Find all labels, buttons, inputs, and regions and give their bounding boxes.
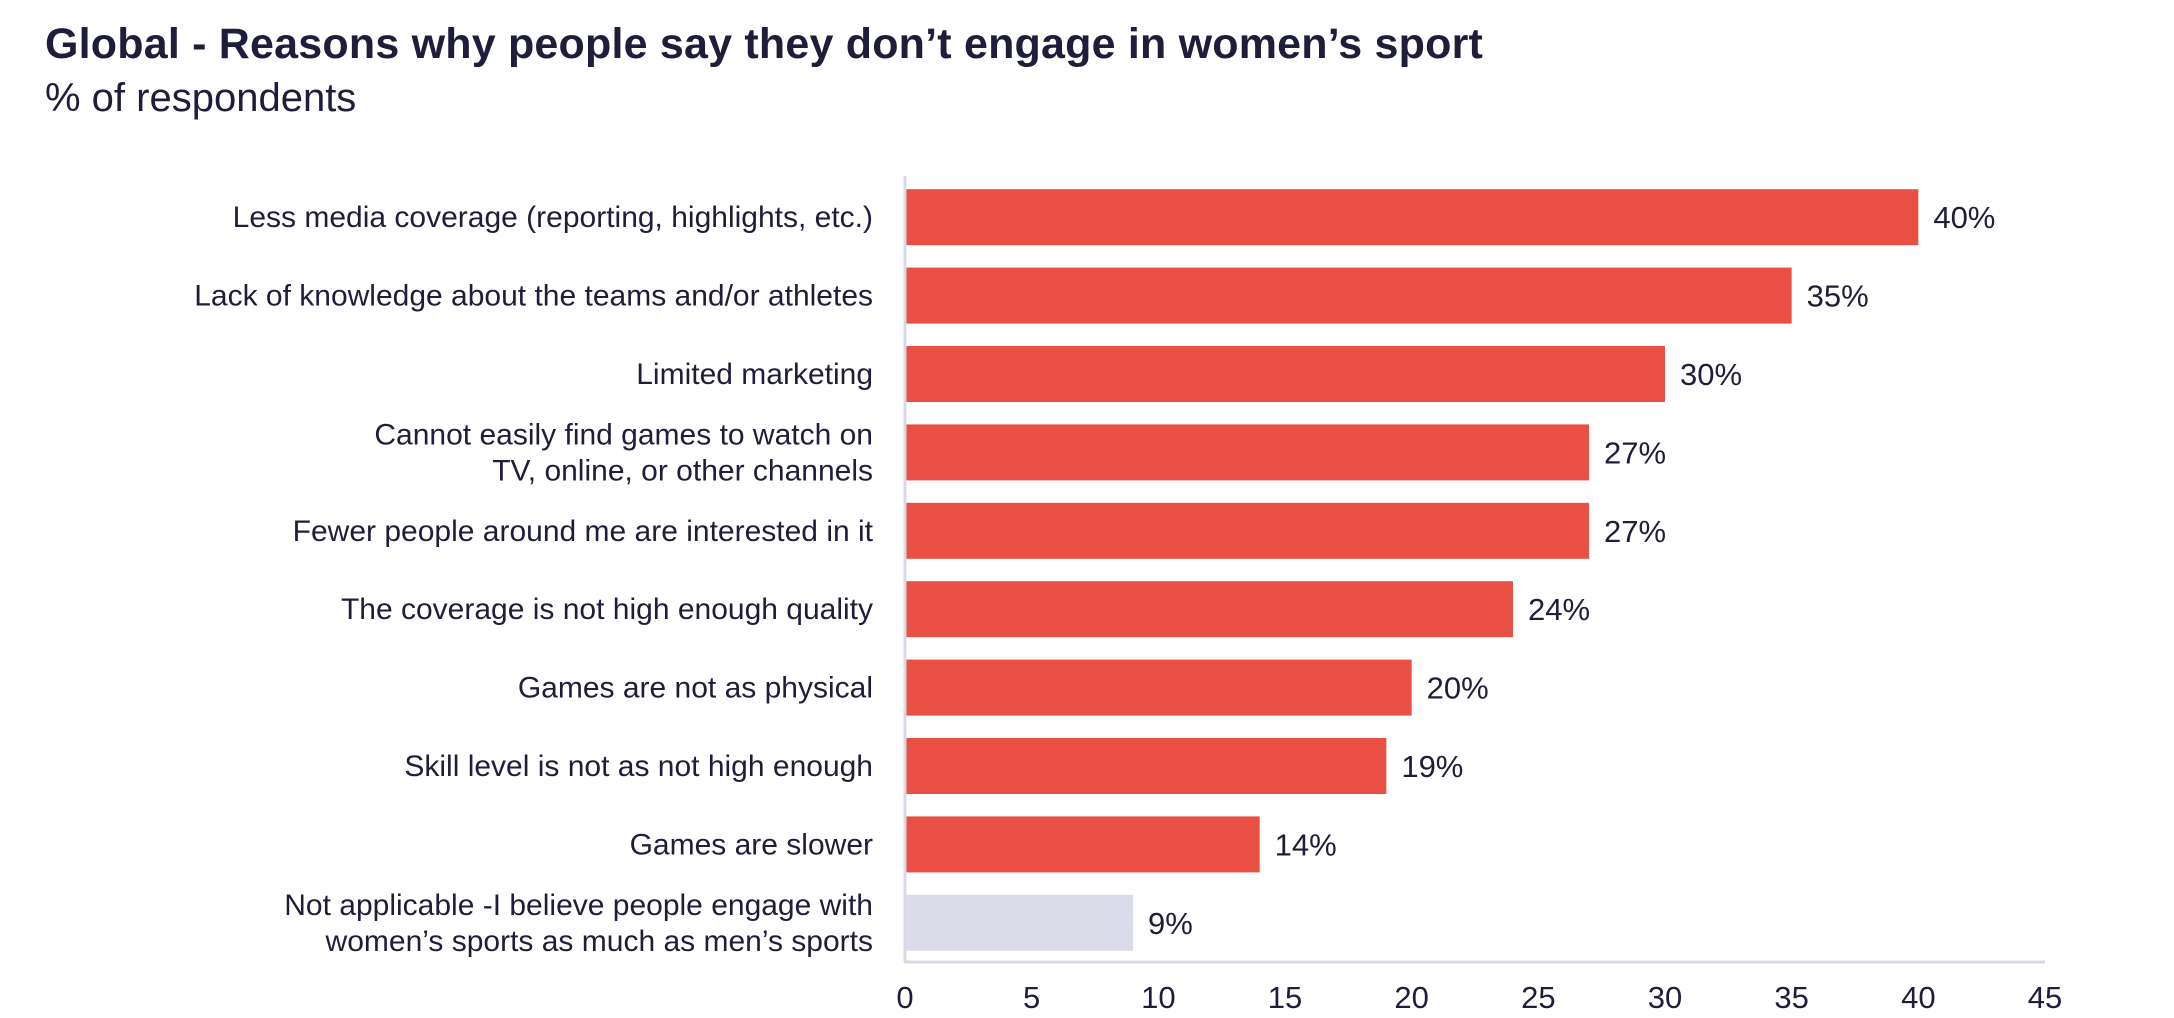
category-label-3: Limited marketing: [636, 358, 873, 391]
bar-7: [905, 659, 1412, 716]
bar-6: [905, 581, 1513, 638]
x-tick-label-4: 15: [1268, 980, 1302, 1015]
category-label-line: Not applicable -I believe people engage …: [284, 889, 873, 922]
category-label-line: Cannot easily find games to watch on: [374, 418, 873, 451]
category-label-line: Limited marketing: [636, 358, 873, 391]
x-tick-label-9: 40: [1901, 980, 1935, 1015]
data-label-3: 30%: [1680, 357, 1742, 392]
x-tick-label-10: 45: [2028, 980, 2062, 1015]
bar-1: [905, 189, 1919, 246]
x-tick-label-3: 10: [1141, 980, 1175, 1015]
category-label-1: Less media coverage (reporting, highligh…: [233, 201, 873, 234]
x-tick-label-1: 0: [896, 980, 913, 1015]
category-label-line: women’s sports as much as men’s sports: [325, 925, 873, 958]
data-label-2: 35%: [1807, 279, 1869, 314]
data-label-1: 40%: [1933, 200, 1995, 235]
x-tick-label-5: 20: [1394, 980, 1428, 1015]
category-label-8: Skill level is not as not high enough: [404, 750, 873, 783]
chart-subtitle: % of respondents: [45, 76, 357, 120]
category-label-9: Games are slower: [630, 828, 873, 861]
category-label-6: The coverage is not high enough quality: [341, 593, 873, 626]
x-tick-label-8: 35: [1774, 980, 1808, 1015]
bar-3: [905, 346, 1665, 402]
bar-9: [905, 816, 1260, 873]
bar-2: [905, 267, 1792, 324]
bar-4: [905, 424, 1589, 481]
bar-10: [905, 894, 1133, 951]
category-label-line: TV, online, or other channels: [492, 454, 873, 487]
category-label-4: Cannot easily find games to watch on TV, …: [374, 418, 873, 487]
category-label-line: The coverage is not high enough quality: [341, 593, 873, 626]
category-label-7: Games are not as physical: [518, 672, 873, 705]
bar-5: [905, 502, 1589, 559]
category-label-line: Games are slower: [630, 828, 873, 861]
category-label-line: Lack of knowledge about the teams and/or…: [194, 280, 873, 313]
category-label-line: Fewer people around me are interested in…: [293, 515, 874, 548]
category-label-10: Not applicable -I believe people engage …: [284, 889, 873, 958]
x-tick-label-7: 30: [1648, 980, 1682, 1015]
data-label-8: 19%: [1401, 749, 1463, 784]
data-label-10: 9%: [1148, 906, 1193, 941]
category-label-line: Skill level is not as not high enough: [404, 750, 873, 783]
category-label-line: Games are not as physical: [518, 672, 873, 705]
data-label-7: 20%: [1427, 671, 1489, 706]
data-label-6: 24%: [1528, 592, 1590, 627]
x-tick-label-2: 5: [1023, 980, 1040, 1015]
chart-title: Global - Reasons why people say they don…: [45, 20, 1484, 68]
data-label-4: 27%: [1604, 435, 1666, 470]
x-tick-label-6: 25: [1521, 980, 1555, 1015]
category-label-line: Less media coverage (reporting, highligh…: [233, 201, 873, 234]
data-label-5: 27%: [1604, 514, 1666, 549]
category-label-5: Fewer people around me are interested in…: [293, 515, 874, 548]
data-label-9: 14%: [1275, 827, 1337, 862]
category-label-2: Lack of knowledge about the teams and/or…: [194, 280, 873, 313]
bar-8: [905, 738, 1387, 794]
